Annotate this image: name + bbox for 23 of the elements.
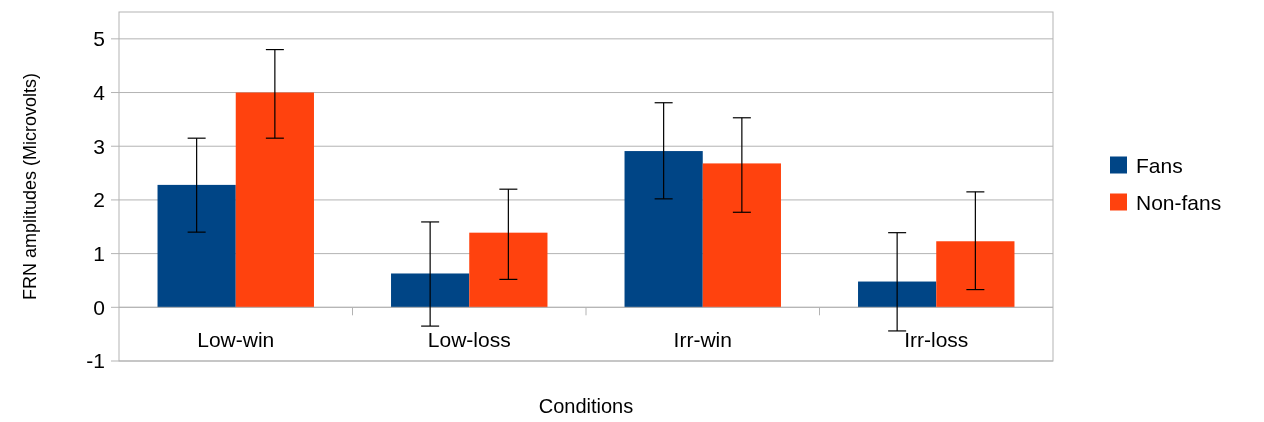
y-tick-label: -1 [86,349,105,373]
y-tick-label: 1 [93,241,105,265]
x-tick-label: Low-win [197,328,275,352]
y-axis-title: FRN amplitudes (Microvolts) [20,72,41,301]
y-tick-label: 3 [93,134,105,158]
bar [469,232,548,308]
legend-label: Non-fans [1136,190,1222,214]
bar [624,151,703,308]
bar [936,241,1015,308]
y-tick-label: 0 [93,295,105,319]
x-axis-title: Conditions [538,395,634,417]
bar [858,281,937,308]
x-tick-label: Irr-win [673,328,732,352]
bar [702,163,781,308]
bar [391,273,470,308]
bar [157,184,236,308]
legend-label: Fans [1136,153,1183,177]
bar [235,92,314,308]
x-tick-label: Irr-loss [904,328,969,352]
y-tick-label: 5 [93,27,105,51]
x-tick-label: Low-loss [427,328,511,352]
y-tick-label: 2 [93,188,105,212]
y-tick-label: 4 [93,80,106,104]
